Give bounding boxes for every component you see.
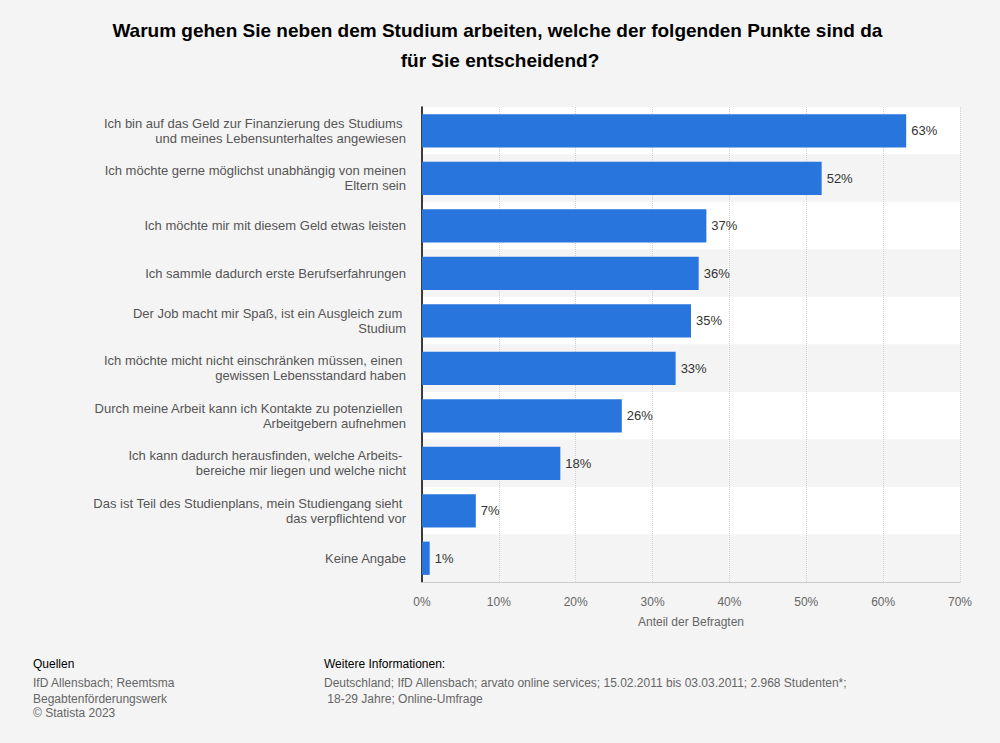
svg-text:Studium: Studium — [358, 321, 406, 336]
svg-text:63%: 63% — [911, 123, 937, 138]
svg-text:37%: 37% — [711, 218, 737, 233]
svg-text:70%: 70% — [948, 595, 972, 609]
svg-text:Ich bin auf das Geld zur Finan: Ich bin auf das Geld zur Finanzierung de… — [104, 116, 406, 131]
svg-text:für Sie entscheidend?: für Sie entscheidend? — [401, 50, 599, 71]
svg-text:30%: 30% — [641, 595, 665, 609]
svg-text:Begabtenförderungswerk: Begabtenförderungswerk — [33, 692, 168, 706]
svg-text:35%: 35% — [696, 313, 722, 328]
svg-text:18-29 Jahre; Online-Umfrage: 18-29 Jahre; Online-Umfrage — [324, 692, 483, 706]
svg-text:0%: 0% — [413, 595, 431, 609]
svg-text:bereiche mir liegen und welche: bereiche mir liegen und welche nicht — [196, 463, 407, 478]
svg-text:1%: 1% — [435, 551, 454, 566]
svg-text:Weitere Informationen:: Weitere Informationen: — [324, 657, 445, 671]
svg-text:Eltern sein: Eltern sein — [341, 178, 406, 193]
svg-text:7%: 7% — [481, 503, 500, 518]
svg-text:und meines Lebensunterhaltes a: und meines Lebensunterhaltes angewiesen — [155, 131, 406, 146]
svg-text:40%: 40% — [717, 595, 741, 609]
svg-text:60%: 60% — [871, 595, 895, 609]
svg-text:36%: 36% — [704, 266, 730, 281]
svg-text:das verpflichtend vor: das verpflichtend vor — [286, 511, 407, 526]
svg-text:Warum gehen Sie neben dem Stud: Warum gehen Sie neben dem Studium arbeit… — [112, 20, 887, 41]
svg-text:20%: 20% — [564, 595, 588, 609]
svg-text:Quellen: Quellen — [33, 657, 74, 671]
svg-text:Ich möchte gerne möglichst una: Ich möchte gerne möglichst unabhängig vo… — [105, 163, 406, 178]
svg-text:Arbeitgebern aufnehmen: Arbeitgebern aufnehmen — [263, 416, 406, 431]
svg-text:Anteil der Befragten: Anteil der Befragten — [638, 615, 744, 629]
svg-text:Keine Angabe: Keine Angabe — [325, 551, 406, 566]
svg-text:33%: 33% — [681, 361, 707, 376]
svg-text:26%: 26% — [627, 408, 653, 423]
svg-text:Ich möchte micht nicht einschr: Ich möchte micht nicht einschränken müss… — [104, 353, 406, 368]
svg-text:Ich möchte mir mit diesem Geld: Ich möchte mir mit diesem Geld etwas lei… — [144, 218, 406, 233]
svg-text:Ich kann dadurch herausfinden,: Ich kann dadurch herausfinden, welche Ar… — [128, 448, 406, 463]
svg-text:© Statista 2023: © Statista 2023 — [33, 706, 116, 720]
svg-text:50%: 50% — [794, 595, 818, 609]
svg-text:52%: 52% — [827, 171, 853, 186]
svg-text:18%: 18% — [565, 456, 591, 471]
svg-text:Ich sammle dadurch erste Beruf: Ich sammle dadurch erste Berufserfahrung… — [145, 266, 406, 281]
svg-text:Das ist Teil des Studienplans,: Das ist Teil des Studienplans, mein Stud… — [93, 496, 406, 511]
svg-text:Der Job macht mir Spaß, ist ei: Der Job macht mir Spaß, ist ein Ausgleic… — [133, 306, 406, 321]
svg-text:Deutschland; IfD Allensbach; a: Deutschland; IfD Allensbach; arvato onli… — [324, 676, 847, 690]
svg-text:Durch meine Arbeit kann ich Ko: Durch meine Arbeit kann ich Kontakte zu … — [95, 401, 406, 416]
svg-text:10%: 10% — [487, 595, 511, 609]
svg-text:gewissen Lebensstandard haben: gewissen Lebensstandard haben — [215, 368, 406, 383]
svg-text:IfD Allensbach; Reemtsma: IfD Allensbach; Reemtsma — [33, 676, 178, 690]
